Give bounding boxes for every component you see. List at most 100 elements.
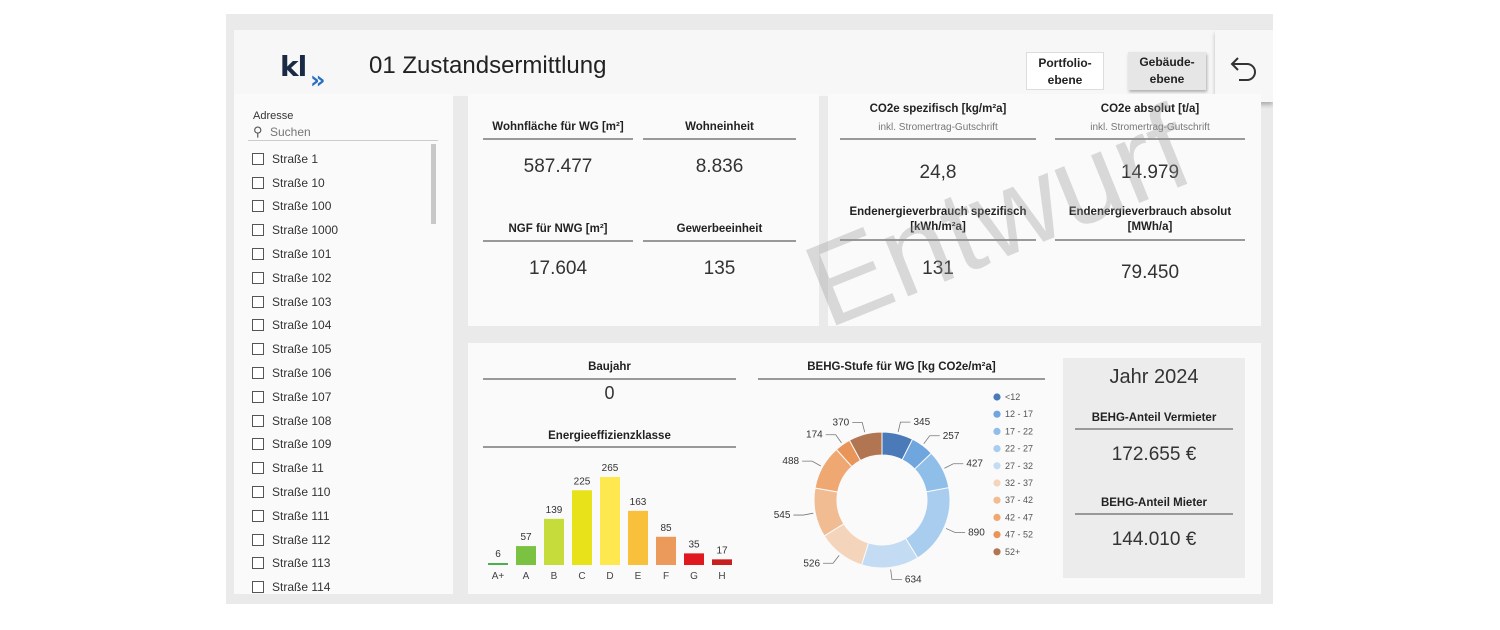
- legend-label[interactable]: 42 - 47: [1005, 512, 1033, 522]
- legend-label[interactable]: 52+: [1005, 547, 1020, 557]
- legend-marker: [993, 445, 1001, 453]
- efficiency-bar[interactable]: [600, 477, 620, 565]
- legend-label[interactable]: 12 - 17: [1005, 409, 1033, 419]
- divider: [483, 378, 736, 380]
- search-input[interactable]: [270, 125, 430, 139]
- address-checkbox[interactable]: [252, 367, 264, 380]
- address-checkbox[interactable]: [252, 509, 264, 522]
- mieter-share-title: BEHG-Anteil Mieter: [1100, 497, 1208, 509]
- address-list-item[interactable]: Straße 100: [252, 195, 432, 219]
- divider: [643, 138, 796, 140]
- address-list-item[interactable]: Straße 101: [252, 242, 432, 266]
- donut-data-label: 427: [966, 459, 983, 470]
- address-list-item[interactable]: Straße 105: [252, 337, 432, 361]
- legend-marker: [993, 496, 1001, 504]
- company-logo: kl: [280, 50, 307, 83]
- address-list-item[interactable]: Straße 103: [252, 290, 432, 314]
- bar-data-label: 139: [546, 505, 563, 516]
- donut-data-label: 545: [774, 510, 791, 521]
- efficiency-bar[interactable]: [712, 559, 732, 565]
- efficiency-bar[interactable]: [572, 490, 592, 565]
- bar-category-label: F: [663, 571, 669, 582]
- address-checkbox[interactable]: [252, 438, 264, 451]
- address-checkbox[interactable]: [252, 200, 264, 213]
- legend-label[interactable]: <12: [1005, 392, 1020, 402]
- year-title: Jahr 2024: [1109, 366, 1199, 388]
- address-list-item[interactable]: Straße 112: [252, 528, 432, 552]
- address-list-item[interactable]: Straße 1000: [252, 218, 432, 242]
- donut-data-label: 488: [782, 456, 799, 467]
- legend-label[interactable]: 47 - 52: [1005, 530, 1033, 540]
- address-list-item[interactable]: Straße 10: [252, 171, 432, 195]
- behg-donut-chart: 345 257 427 890 634 526 545 488 174 370 <12 12 - 17…: [774, 392, 1033, 585]
- donut-leader-line: [823, 555, 840, 564]
- efficiency-chart-title: Energieeffizienzklasse: [548, 430, 671, 442]
- donut-leader-line: [945, 528, 966, 533]
- efficiency-bar[interactable]: [488, 563, 508, 565]
- scrollbar[interactable]: [431, 144, 436, 224]
- address-label-text: Straße 105: [272, 342, 332, 357]
- address-checkbox[interactable]: [252, 462, 264, 475]
- vermieter-share-title: BEHG-Anteil Vermieter: [1091, 412, 1217, 424]
- address-list-item[interactable]: Straße 113: [252, 552, 432, 576]
- search-icon: ⚲: [253, 124, 263, 139]
- address-list-item[interactable]: Straße 104: [252, 314, 432, 338]
- divider: [483, 138, 633, 140]
- kpi-value-energy-absolute: 79.450: [1120, 262, 1180, 283]
- kpi-value-co2-absolute: 14.979: [1120, 162, 1180, 183]
- address-checkbox[interactable]: [252, 486, 264, 499]
- donut-slice[interactable]: [848, 431, 883, 462]
- address-label-text: Straße 114: [272, 580, 331, 594]
- back-button[interactable]: [1215, 30, 1273, 102]
- address-list-item[interactable]: Straße 1: [252, 147, 432, 171]
- address-checkbox[interactable]: [252, 224, 264, 237]
- address-checkbox[interactable]: [252, 152, 264, 165]
- divider: [1075, 513, 1233, 515]
- address-list-item[interactable]: Straße 108: [252, 409, 432, 433]
- address-checkbox[interactable]: [252, 533, 264, 546]
- efficiency-bar[interactable]: [516, 546, 536, 565]
- legend-label[interactable]: 17 - 22: [1005, 426, 1033, 436]
- donut-leader-line: [793, 512, 814, 516]
- address-list-item[interactable]: Straße 107: [252, 385, 432, 409]
- bar-category-label: E: [635, 571, 642, 582]
- legend-label[interactable]: 37 - 42: [1005, 495, 1033, 505]
- address-checkbox[interactable]: [252, 248, 264, 261]
- bar-data-label: 17: [716, 545, 728, 556]
- bar-data-label: 163: [630, 497, 647, 508]
- address-checkbox[interactable]: [252, 319, 264, 332]
- legend-label[interactable]: 27 - 32: [1005, 461, 1033, 471]
- donut-data-label: 174: [806, 430, 823, 441]
- efficiency-bar[interactable]: [656, 536, 676, 565]
- portfolio-level-button[interactable]: Portfolio- ebene: [1026, 52, 1104, 90]
- address-checkbox[interactable]: [252, 390, 264, 403]
- address-list-item[interactable]: Straße 106: [252, 361, 432, 385]
- legend-label[interactable]: 32 - 37: [1005, 478, 1033, 488]
- address-checkbox[interactable]: [252, 295, 264, 308]
- building-level-button[interactable]: Gebäude- ebene: [1128, 52, 1206, 90]
- legend-label[interactable]: 22 - 27: [1005, 444, 1033, 454]
- address-checkbox[interactable]: [252, 176, 264, 189]
- address-list-item[interactable]: Straße 114: [252, 575, 432, 594]
- legend-marker: [993, 531, 1001, 539]
- kpi-value-ngf: 17.604: [528, 258, 588, 279]
- address-label-text: Straße 104: [272, 318, 332, 333]
- donut-leader-line: [923, 435, 940, 445]
- legend-marker: [993, 548, 1001, 556]
- efficiency-bar[interactable]: [544, 518, 564, 565]
- kpi-value-gewerbe: 135: [703, 258, 736, 279]
- address-checkbox[interactable]: [252, 271, 264, 284]
- address-checkbox[interactable]: [252, 414, 264, 427]
- donut-slice[interactable]: [904, 487, 951, 559]
- address-checkbox[interactable]: [252, 343, 264, 356]
- efficiency-bar[interactable]: [684, 553, 704, 565]
- address-list-item[interactable]: Straße 11: [252, 456, 432, 480]
- efficiency-bar[interactable]: [628, 510, 648, 565]
- address-list-item[interactable]: Straße 102: [252, 266, 432, 290]
- address-checkbox[interactable]: [252, 581, 264, 594]
- address-list-item[interactable]: Straße 110: [252, 480, 432, 504]
- address-list-item[interactable]: Straße 109: [252, 433, 432, 457]
- address-checkbox[interactable]: [252, 557, 264, 570]
- search-box: ⚲: [248, 124, 438, 141]
- address-list-item[interactable]: Straße 111: [252, 504, 432, 528]
